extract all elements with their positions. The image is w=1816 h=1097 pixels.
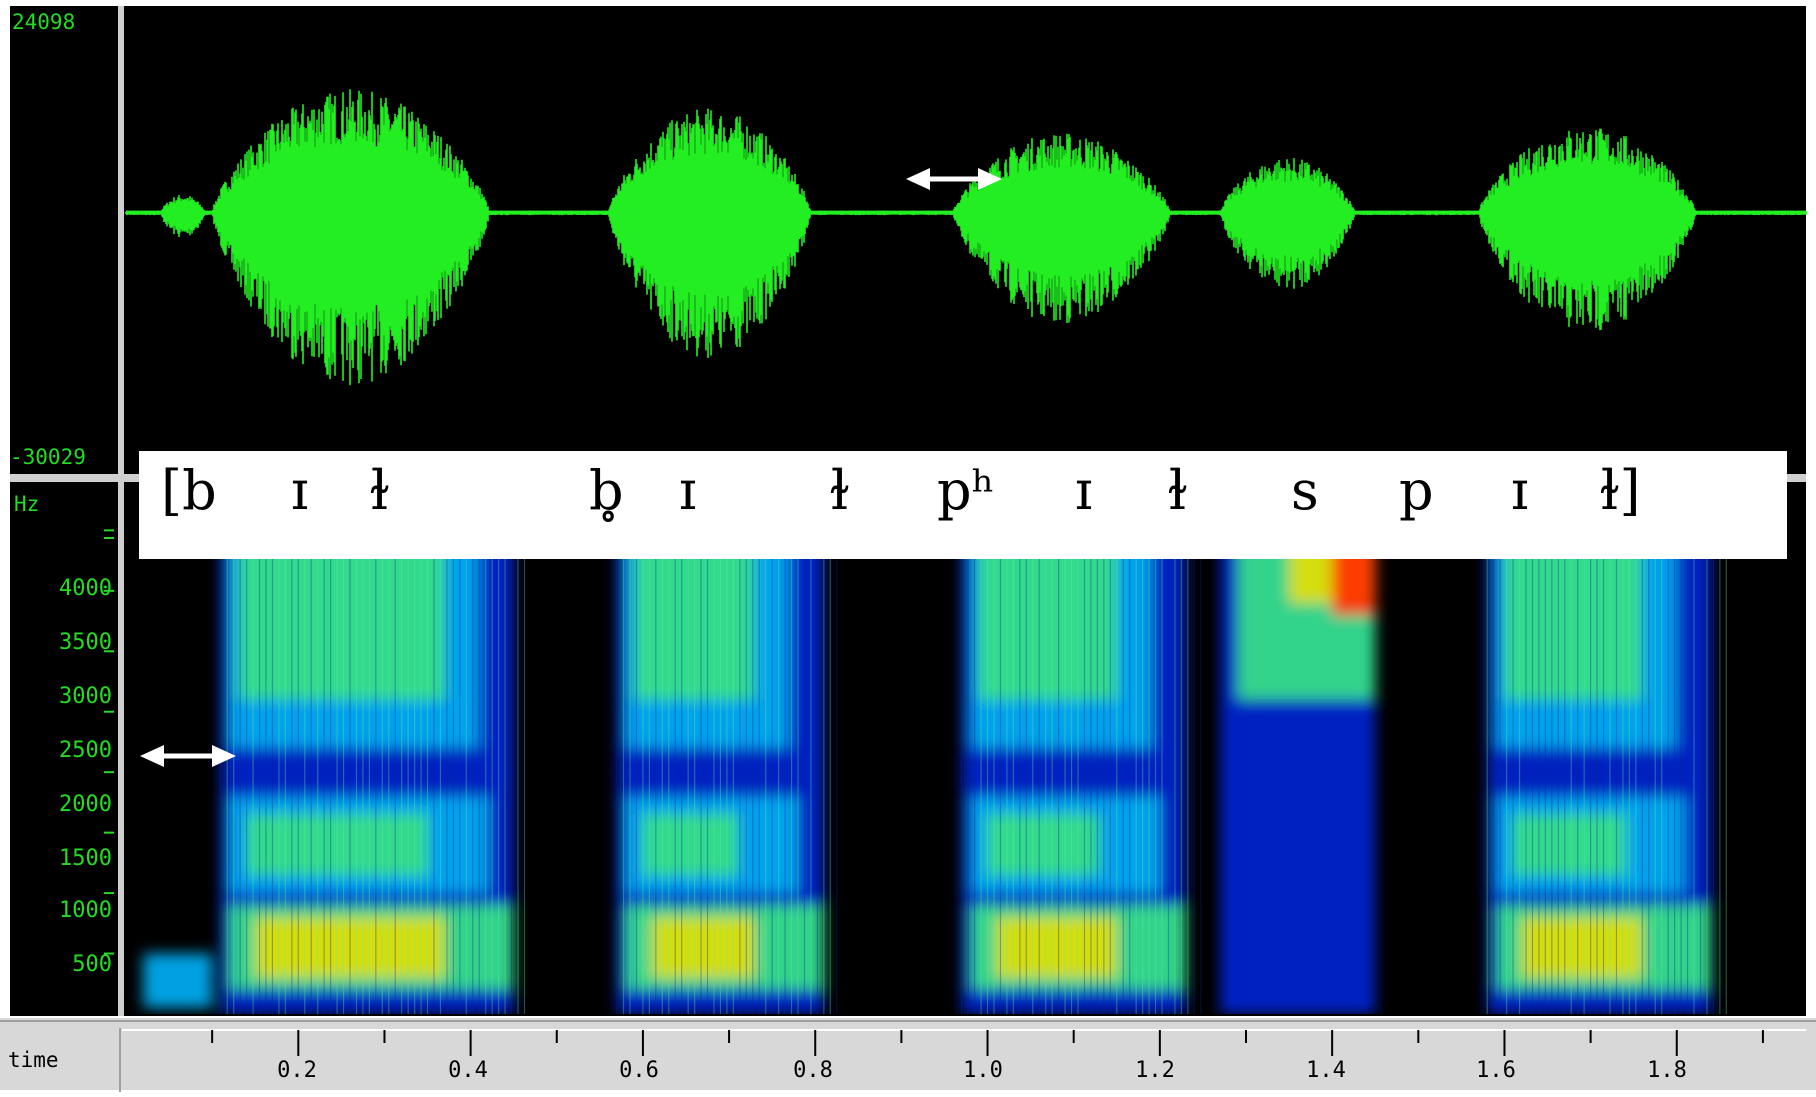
spectral-energy-band — [1521, 917, 1643, 978]
freq-tick-label: 2000 — [59, 792, 112, 817]
time-axis-label: time — [8, 1048, 59, 1072]
ipa-symbol: ɪ — [679, 459, 697, 522]
spectral-energy-band — [1513, 814, 1626, 875]
freq-tick-label: 1500 — [59, 846, 112, 871]
ipa-transcription-box: [b ɪ ɫ b̥ ɪ ɫ pʰ ɪ ɫ s p ɪ ɫ] — [139, 451, 1787, 559]
ipa-symbol: p — [1399, 459, 1434, 522]
ipa-symbol: s — [1291, 459, 1319, 522]
freq-tick-label: 3500 — [59, 630, 112, 655]
ipa-symbol: ɪ — [1511, 459, 1529, 522]
ipa-symbol: ɫ — [1167, 459, 1188, 522]
time-tick-label: 1.4 — [1306, 1058, 1346, 1083]
frequency-axis-label: Hz — [14, 492, 40, 516]
spectral-energy-band — [143, 953, 213, 1008]
freq-tick-label: 1000 — [59, 898, 112, 923]
ipa-symbol: ɪ — [291, 459, 309, 522]
ipa-symbol: b̥ — [589, 459, 624, 522]
time-tick-label: 0.4 — [448, 1058, 488, 1083]
prevoicing-arrow-icon — [140, 745, 236, 767]
freq-tick-label: 2500 — [59, 738, 112, 763]
time-tick-label: 1.8 — [1647, 1058, 1687, 1083]
time-tick-label: 1.0 — [963, 1058, 1003, 1083]
spectral-energy-band — [987, 814, 1100, 875]
freq-tick-label: 500 — [72, 952, 112, 977]
amplitude-min-label: -30029 — [10, 445, 86, 469]
freq-tick-label: 3000 — [59, 684, 112, 709]
spectral-energy-band — [651, 917, 755, 978]
time-tick-label: 1.6 — [1476, 1058, 1516, 1083]
time-tick-label: 1.2 — [1135, 1058, 1175, 1083]
spectral-energy-band — [996, 917, 1117, 978]
aspiration-arrow-icon — [906, 168, 1002, 190]
ipa-symbol: ɫ — [829, 459, 850, 522]
waveform-trace — [125, 89, 1807, 386]
amplitude-max-label: 24098 — [12, 10, 76, 34]
ipa-symbol: ɫ — [369, 459, 390, 522]
ipa-symbol: ɫ] — [1599, 459, 1641, 522]
spectral-energy-band — [642, 814, 738, 875]
ipa-symbol: [b — [161, 459, 217, 522]
time-tick-label: 0.8 — [793, 1058, 833, 1083]
ipa-symbol: pʰ — [937, 459, 995, 522]
time-tick-label: 0.6 — [619, 1058, 659, 1083]
frequency-axis-ticks — [104, 529, 114, 955]
freq-tick-label: 4000 — [59, 576, 112, 601]
time-tick-label: 0.2 — [277, 1058, 317, 1083]
spectral-energy-band — [255, 917, 445, 978]
time-axis-ticks — [211, 1030, 1764, 1056]
ipa-symbol: ɪ — [1075, 459, 1093, 522]
vertical-axis-line — [118, 6, 124, 1016]
spectral-energy-band — [246, 814, 428, 875]
spectrogram-striations — [220, 482, 1727, 1014]
